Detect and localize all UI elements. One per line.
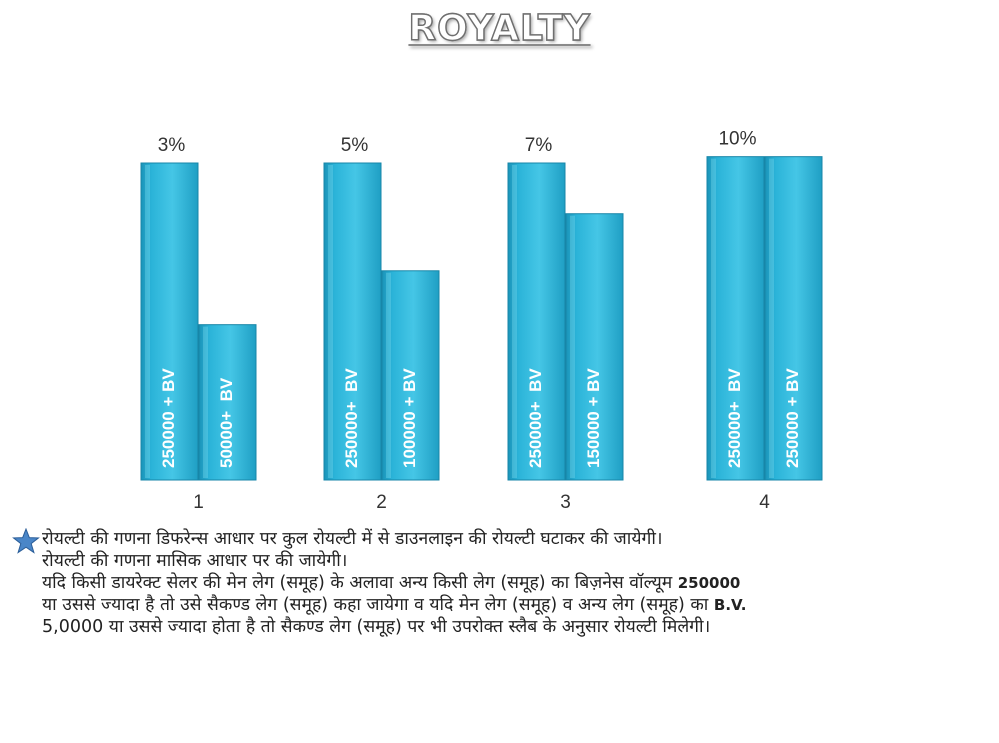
bar-1-2 [198,324,257,481]
note-line-1: रोयल्टी की गणना डिफरेन्स आधार पर कुल रोय… [42,529,663,549]
bar-highlight [711,158,716,478]
bar-highlight [512,165,517,478]
bar-highlight [328,165,333,478]
category-label-2: 2 [376,492,387,513]
bar-3-1 [507,162,566,481]
page-title: ROYALTY [408,7,591,49]
bar-highlight [570,215,575,478]
bar-label-3-2: 150000 + BV [584,368,603,468]
bar-1-1 [140,162,199,481]
bar-4-1 [706,156,765,481]
bar-label-2-2: 100000 + BV [400,368,419,468]
note-line-4-bold: B.V. [713,596,747,614]
bar-3-2 [565,213,624,481]
bar-4-2 [764,156,823,481]
royalty-bar-chart: 250000 + BV 50000+ BV 3% 1 250000+ BV 100000 … [140,129,823,513]
category-label-1: 1 [193,492,204,513]
note-line-3-bold: 250000 [677,574,741,592]
note-line-4: या उससे ज्यादा है तो उसे सैकण्ड लेग (समू… [42,594,992,616]
bar-2-1 [323,162,382,481]
bar-label-1-2: 50000+ BV [217,377,236,468]
percent-label-2: 5% [341,135,369,156]
percent-label-3: 7% [525,135,553,156]
category-label-4: 4 [759,492,770,513]
note-line-3-text: यदि किसी डायरेक्ट सेलर की मेन लेग (समूह)… [42,573,678,593]
percent-label-1: 3% [158,135,186,156]
note-line-2: रोयल्टी की गणना मासिक आधार पर की जायेगी। [42,551,348,571]
note-line-4-text: या उससे ज्यादा है तो उसे सैकण्ड लेग (समू… [42,595,714,615]
note-line-5: 5,0000 या उससे ज्यादा होता है तो सैकण्ड … [42,617,711,637]
star-icon [12,528,40,554]
bar-highlight [386,272,391,478]
bar-highlight [203,326,208,478]
bar-label-4-1: 250000+ BV [725,368,744,468]
royalty-notes: रोयल्टी की गणना डिफरेन्स आधार पर कुल रोय… [12,528,992,638]
note-line-3: यदि किसी डायरेक्ट सेलर की मेन लेग (समूह)… [42,572,992,594]
bar-label-2-1: 250000+ BV [342,368,361,468]
bar-label-1-1: 250000 + BV [159,368,178,468]
bar-highlight [769,158,774,478]
bar-2-2 [381,270,440,481]
bar-label-3-1: 250000+ BV [526,368,545,468]
category-label-3: 3 [560,492,571,513]
bar-highlight [145,165,150,478]
bar-label-4-2: 250000 + BV [783,368,802,468]
percent-label-4: 10% [718,129,756,150]
